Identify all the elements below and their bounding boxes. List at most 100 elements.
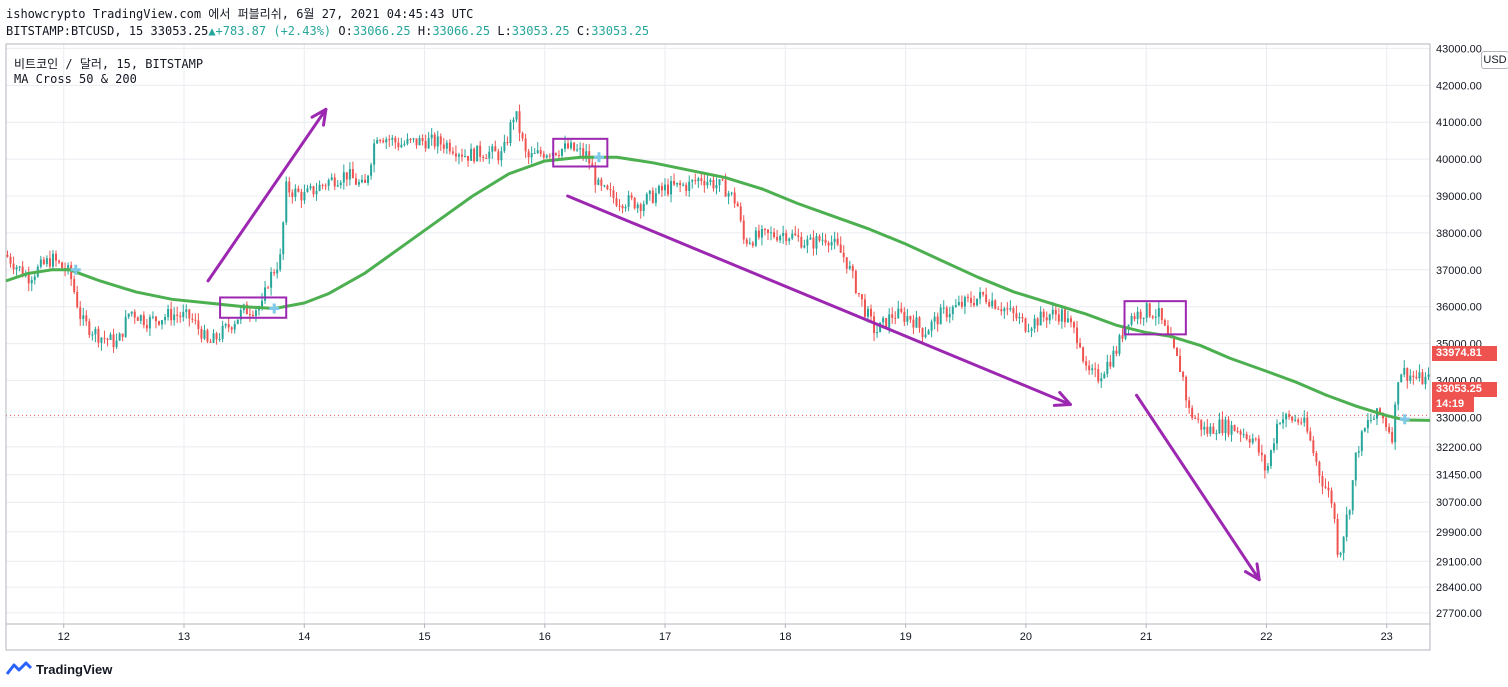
- y-tick-label: 40000.00: [1436, 154, 1482, 166]
- candle-body: [797, 235, 800, 237]
- candle-body: [1057, 314, 1060, 322]
- candle-body: [315, 190, 318, 195]
- candle-body: [539, 150, 542, 154]
- candle-body: [382, 140, 385, 143]
- candle-body: [827, 242, 830, 246]
- candle-body: [497, 151, 500, 161]
- candle-body: [742, 220, 745, 240]
- candle-body: [567, 143, 570, 149]
- x-tick-label: 20: [1020, 631, 1032, 643]
- candle-body: [470, 148, 473, 161]
- candle-body: [651, 190, 654, 203]
- candle-body: [1182, 371, 1185, 377]
- low-value: 33053.25: [511, 24, 570, 38]
- candle-body: [1403, 367, 1406, 375]
- candle-body: [379, 139, 382, 141]
- y-tick-label: 33000.00: [1436, 412, 1482, 424]
- candle-body: [1357, 451, 1360, 453]
- candle-body: [439, 136, 442, 145]
- candle-body: [251, 314, 254, 316]
- candle-body: [1427, 374, 1430, 377]
- candle-body: [736, 203, 739, 207]
- y-tick-label: 39000.00: [1436, 191, 1482, 203]
- candle-body: [803, 245, 806, 248]
- candle-body: [488, 151, 491, 159]
- candle-body: [264, 287, 267, 301]
- candle-body: [670, 181, 673, 195]
- candle-body: [1079, 343, 1082, 348]
- candle-body: [491, 146, 494, 152]
- candle-body: [245, 304, 248, 315]
- y-tick-label: 32200.00: [1436, 442, 1482, 454]
- candle-body: [591, 163, 594, 168]
- candle-body: [1203, 426, 1206, 430]
- candle-body: [54, 253, 57, 261]
- candle-body: [688, 181, 691, 191]
- candle-body: [1145, 303, 1148, 318]
- candle-body: [579, 148, 582, 150]
- candle-body: [1151, 316, 1154, 318]
- candle-body: [1351, 480, 1354, 511]
- candle-body: [197, 320, 200, 329]
- candle-body: [424, 141, 427, 149]
- candle-body: [770, 232, 773, 234]
- candle-body: [824, 239, 827, 243]
- candle-body: [1121, 335, 1124, 339]
- high-label: H:: [417, 24, 433, 38]
- candle-body: [288, 181, 291, 193]
- last-price: 33053.25: [150, 24, 209, 38]
- candle-body: [179, 315, 182, 318]
- candle-body: [851, 266, 854, 272]
- candle-body: [621, 205, 624, 209]
- candle-body: [127, 313, 130, 317]
- candle-body: [1172, 338, 1175, 348]
- annotations: [70, 107, 1410, 582]
- candle-body: [573, 142, 576, 151]
- candle-body: [1288, 414, 1291, 417]
- legend-indicator[interactable]: MA Cross 50 & 200: [14, 72, 137, 86]
- candle-body: [657, 185, 660, 194]
- candle-body: [524, 138, 527, 152]
- currency-button[interactable]: USD: [1481, 51, 1508, 69]
- candle-body: [1069, 318, 1072, 323]
- candle-body: [327, 180, 330, 186]
- candle-body: [536, 150, 539, 153]
- candle-body: [654, 193, 657, 203]
- candle-body: [909, 316, 912, 320]
- candle-body: [460, 154, 463, 157]
- candle-body: [509, 122, 512, 144]
- candle-body: [724, 180, 727, 197]
- candle-body: [763, 228, 766, 230]
- candle-body: [6, 255, 9, 257]
- candle-body: [267, 287, 270, 289]
- candle-body: [703, 180, 706, 186]
- close-label: C:: [576, 24, 592, 38]
- candle-body: [1409, 375, 1412, 381]
- candle-body: [1115, 350, 1118, 354]
- candle-body: [882, 318, 885, 323]
- candle-body: [606, 185, 609, 190]
- y-tick-label: 31450.00: [1436, 470, 1482, 482]
- candle-body: [1260, 452, 1263, 456]
- footer-brand[interactable]: TradingView: [6, 660, 112, 678]
- candle-body: [894, 317, 897, 319]
- candle-body: [1366, 419, 1369, 429]
- candle-body: [1045, 317, 1048, 321]
- candle-body: [706, 181, 709, 186]
- candle-body: [900, 308, 903, 312]
- candle-body: [218, 338, 221, 340]
- candle-body: [1275, 423, 1278, 444]
- candle-body: [1006, 308, 1009, 310]
- candle-body: [673, 181, 676, 185]
- candle-body: [639, 204, 642, 212]
- candle-body: [1324, 486, 1327, 488]
- publisher-text: ishowcrypto TradingView.com 에서 퍼블리쉬, 6월 …: [6, 7, 474, 21]
- candle-body: [1309, 431, 1312, 441]
- candle-body: [709, 179, 712, 182]
- candle-body: [1118, 335, 1121, 354]
- candle-body: [1333, 503, 1336, 519]
- candle-body: [400, 144, 403, 148]
- x-tick-label: 23: [1381, 631, 1393, 643]
- cross-marker-icon: [1399, 414, 1410, 425]
